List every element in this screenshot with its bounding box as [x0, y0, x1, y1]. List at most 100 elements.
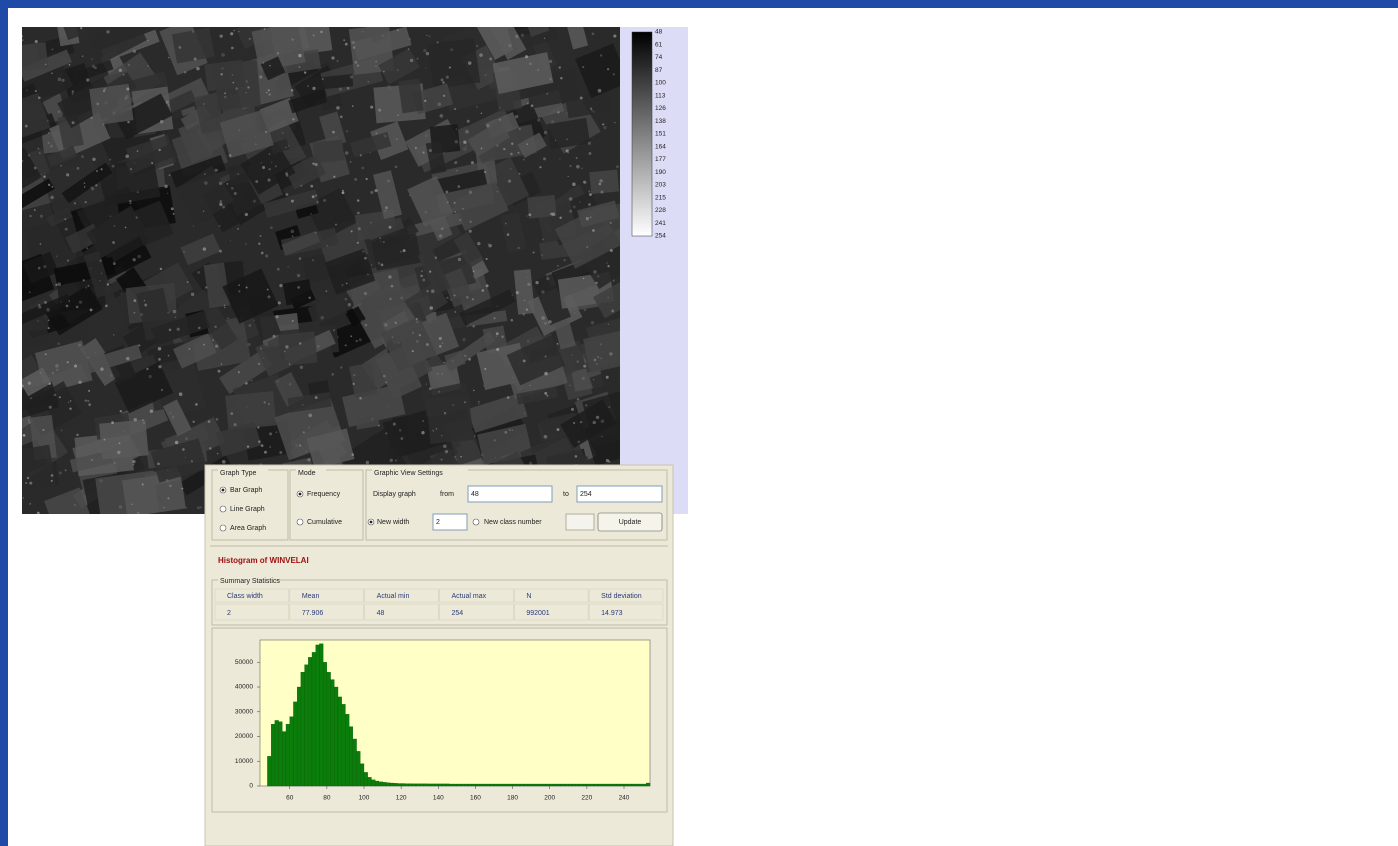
speck	[599, 343, 603, 346]
field	[270, 138, 290, 155]
speck	[219, 202, 223, 207]
speck	[290, 89, 294, 92]
speck	[29, 214, 32, 218]
speck	[269, 64, 271, 67]
speck	[543, 434, 548, 439]
speck	[370, 222, 372, 224]
speck	[246, 445, 250, 448]
field	[506, 334, 566, 386]
radio-button[interactable]	[296, 518, 304, 526]
field	[560, 399, 617, 449]
speck	[285, 192, 289, 196]
field	[372, 170, 403, 220]
speck	[549, 77, 552, 81]
speck	[365, 177, 368, 181]
histogram-bar	[545, 783, 550, 787]
field	[309, 74, 354, 91]
speck	[29, 291, 31, 293]
speck	[141, 419, 144, 422]
speck	[440, 78, 444, 82]
speck	[359, 396, 362, 400]
speck	[588, 193, 592, 197]
speck	[506, 396, 510, 399]
speck	[292, 117, 295, 121]
speck	[36, 511, 40, 514]
speck	[408, 37, 412, 41]
table-cell	[289, 588, 364, 603]
histogram-bar	[341, 704, 346, 787]
speck	[216, 169, 219, 171]
speck	[454, 161, 457, 165]
speck	[597, 275, 600, 278]
speck	[576, 360, 580, 364]
field	[417, 248, 451, 295]
to-input[interactable]	[576, 485, 663, 503]
speck	[291, 235, 294, 237]
speck	[57, 282, 62, 286]
speck	[276, 51, 280, 55]
width-input[interactable]	[432, 513, 468, 531]
speck	[308, 296, 311, 299]
speck	[157, 462, 160, 466]
speck	[506, 233, 510, 236]
update-button[interactable]	[597, 512, 663, 532]
speck	[254, 143, 257, 146]
speck	[285, 146, 287, 149]
speck	[51, 48, 54, 51]
class-input[interactable]	[565, 513, 595, 531]
speck	[303, 71, 307, 74]
speck	[43, 265, 47, 269]
speck	[95, 184, 98, 187]
speck	[569, 209, 573, 213]
speck	[452, 208, 455, 211]
radio-button[interactable]	[219, 524, 227, 532]
table-cell	[289, 603, 364, 621]
speck	[409, 194, 411, 196]
speck	[496, 348, 500, 352]
speck	[76, 433, 79, 437]
speck	[443, 412, 447, 415]
speck	[383, 134, 387, 138]
speck	[432, 429, 435, 432]
speck	[51, 186, 54, 188]
histogram-bar	[452, 783, 458, 787]
speck	[315, 232, 317, 234]
speck	[572, 421, 576, 425]
field	[582, 328, 620, 373]
field	[22, 367, 52, 397]
speck	[269, 446, 272, 448]
label: from	[440, 491, 454, 498]
speck	[215, 417, 219, 421]
radio-button[interactable]	[219, 505, 227, 513]
radio-button[interactable]	[472, 518, 480, 526]
histogram-bar	[556, 783, 562, 787]
histogram-chart: 0 10000 20000 30000 40000 50000 60 80 100 120 140 1…	[235, 643, 651, 802]
speck	[279, 451, 283, 455]
speck	[133, 417, 138, 422]
speck	[585, 217, 590, 221]
speck	[26, 89, 28, 91]
slide-edge	[0, 0, 1398, 8]
speck	[596, 355, 600, 359]
histogram-bar	[575, 783, 580, 787]
legend-label: 203	[655, 182, 666, 189]
speck	[42, 428, 45, 432]
speck	[583, 308, 587, 312]
table-value: 2	[227, 610, 231, 617]
speck	[159, 119, 164, 124]
from-input[interactable]	[467, 485, 553, 503]
speck	[325, 290, 328, 292]
table-value: 48	[377, 610, 385, 617]
field	[88, 27, 147, 64]
speck	[425, 343, 429, 347]
speck	[167, 354, 170, 357]
speck	[582, 277, 585, 280]
speck	[429, 270, 432, 273]
speck	[483, 170, 487, 174]
speck	[53, 393, 57, 397]
speck	[202, 247, 207, 251]
speck	[438, 336, 442, 341]
speck	[541, 254, 543, 256]
speck	[190, 292, 195, 297]
histogram-bar	[304, 664, 309, 787]
